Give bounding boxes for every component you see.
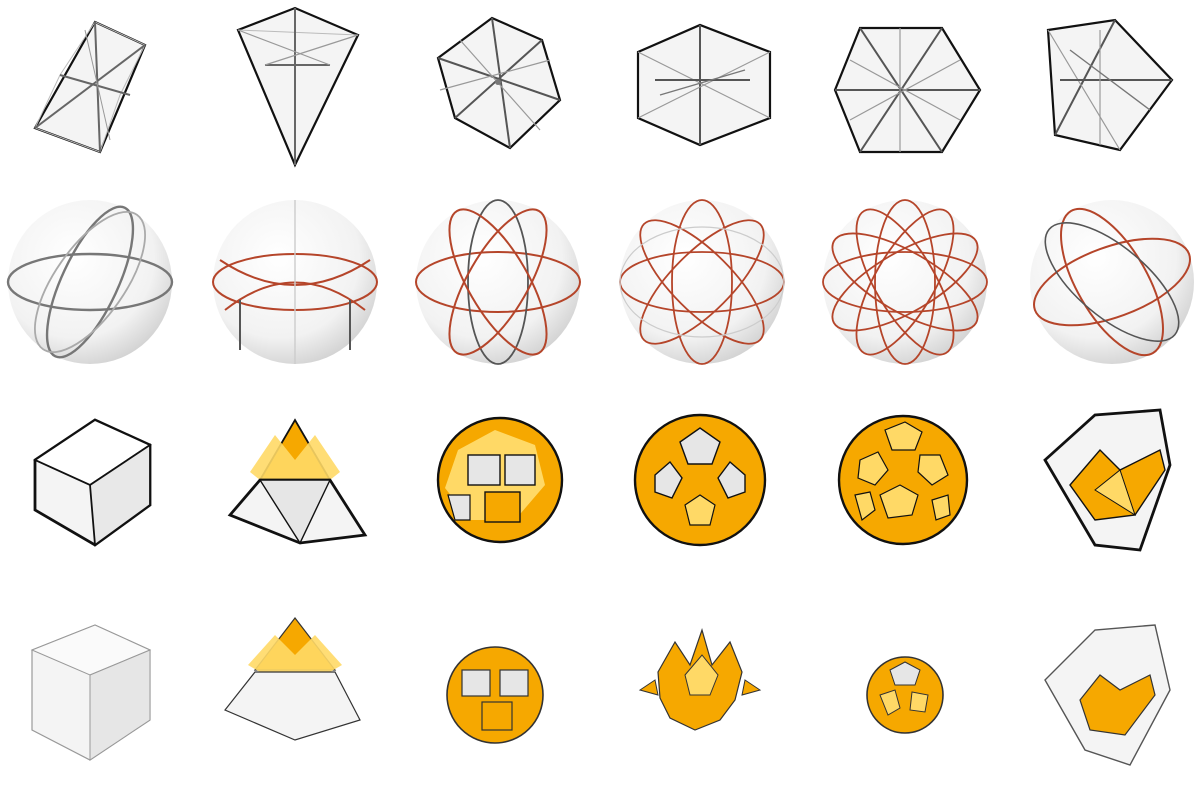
wireframe-triangle-axes — [200, 0, 390, 190]
wireframe-pentagon-axes — [1000, 0, 1190, 190]
small-rhombicosidodecahedron-plain — [800, 600, 990, 790]
sphere-icosa — [400, 199, 590, 390]
small-rhombicuboctahedron-plain — [400, 600, 590, 790]
wireframe-flat-hexagon-axes — [600, 0, 790, 190]
cube-outlined — [0, 400, 190, 590]
irregular-polyhedron-outlined — [1000, 400, 1190, 590]
snub-dodecahedron-outlined — [600, 400, 790, 590]
spiky-star-plain — [600, 600, 790, 790]
wireframe-regular-hexagon-axes — [800, 0, 990, 190]
sphere-great-circles — [0, 200, 190, 390]
wireframe-hexagon-axes — [400, 0, 590, 190]
truncated-pyramid-outlined — [200, 400, 390, 590]
sphere-tilted — [1000, 200, 1194, 390]
cube-plain — [0, 600, 190, 790]
sphere-dense — [600, 199, 790, 390]
irregular-polyhedron-plain — [1000, 600, 1190, 790]
wireframe-trapezoid-axes — [0, 0, 190, 190]
rhombicosidodecahedron-outlined — [800, 400, 990, 590]
sphere-mixed — [200, 200, 390, 390]
rhombicuboctahedron-outlined — [400, 400, 590, 590]
truncated-pyramid-plain — [200, 600, 390, 790]
sphere-densest — [800, 199, 990, 390]
